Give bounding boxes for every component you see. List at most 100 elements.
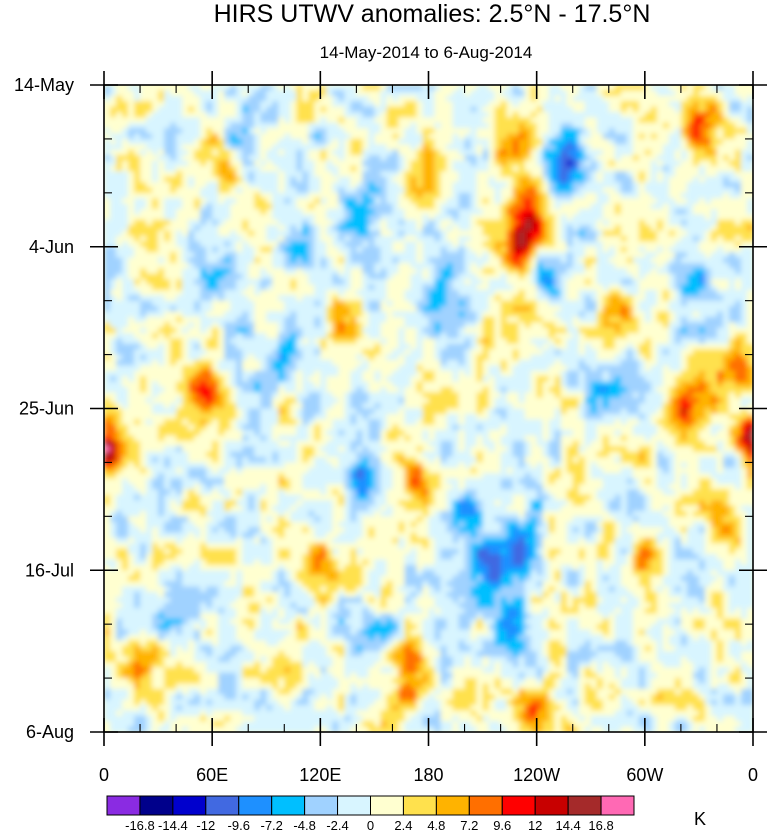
heatmap-cell (272, 128, 279, 135)
heatmap-cell (368, 300, 376, 307)
heatmap-cell (506, 230, 514, 237)
heatmap-cell (236, 138, 243, 145)
heatmap-cell (296, 138, 303, 145)
heatmap-cell (512, 133, 520, 140)
heatmap-cell (644, 311, 652, 318)
heatmap-cell (494, 165, 502, 172)
heatmap-cell (236, 198, 243, 205)
heatmap-cell (302, 306, 309, 313)
heatmap-cell (698, 111, 706, 118)
heatmap-cell (332, 133, 339, 140)
heatmap-cell (176, 311, 183, 318)
heatmap-cell (320, 187, 327, 194)
heatmap-cell (326, 101, 333, 108)
heatmap-cell (266, 187, 273, 194)
heatmap-cell (344, 219, 351, 226)
heatmap-cell (740, 122, 748, 129)
heatmap-cell (452, 128, 460, 135)
heatmap-cell (542, 176, 550, 183)
heatmap-cell (512, 214, 520, 221)
heatmap-cell (218, 257, 225, 264)
heatmap-cell (686, 225, 694, 232)
heatmap-cell (302, 279, 309, 286)
heatmap-cell (134, 111, 141, 118)
heatmap-cell (110, 252, 117, 259)
heatmap-cell (620, 111, 628, 118)
heatmap-cell (524, 187, 532, 194)
heatmap-cell (638, 300, 646, 307)
heatmap-cell (644, 295, 652, 302)
heatmap-cell (392, 149, 400, 156)
heatmap-cell (110, 295, 117, 302)
heatmap-cell (704, 106, 712, 113)
heatmap-cell (446, 230, 454, 237)
heatmap-cell (320, 214, 327, 221)
heatmap-cell (476, 95, 484, 102)
heatmap-cell (728, 85, 736, 91)
heatmap-cell (548, 235, 556, 242)
heatmap-cell (464, 95, 472, 102)
heatmap-cell (308, 327, 315, 334)
heatmap-cell (608, 316, 616, 323)
heatmap-cell (668, 311, 676, 318)
heatmap-cell (536, 252, 544, 259)
heatmap-cell (530, 149, 538, 156)
heatmap-cell (680, 209, 688, 215)
heatmap-cell (584, 273, 592, 280)
heatmap-cell (506, 257, 514, 264)
heatmap-cell (614, 101, 622, 108)
heatmap-cell (500, 289, 508, 296)
heatmap-cell (188, 160, 195, 167)
heatmap-cell (602, 155, 610, 162)
heatmap-cell (248, 316, 255, 323)
heatmap-cell (254, 90, 261, 97)
heatmap-cell (290, 122, 297, 129)
heatmap-cell (104, 311, 111, 318)
heatmap-cell (170, 85, 177, 91)
heatmap-cell (254, 225, 261, 232)
heatmap-cell (596, 149, 604, 156)
heatmap-cell (458, 241, 466, 248)
heatmap-cell (434, 203, 442, 210)
heatmap-cell (446, 257, 454, 264)
heatmap-cell (644, 90, 652, 97)
heatmap-cell (104, 252, 111, 259)
heatmap-cell (248, 257, 255, 264)
heatmap-cell (182, 209, 189, 215)
heatmap-cell (734, 225, 742, 232)
heatmap-cell (374, 176, 382, 183)
heatmap-cell (638, 268, 646, 275)
heatmap-cell (290, 230, 297, 237)
heatmap-cell (398, 187, 406, 194)
heatmap-cell (362, 225, 370, 232)
heatmap-cell (290, 225, 297, 232)
heatmap-cell (686, 219, 694, 226)
heatmap-cell (518, 106, 526, 113)
heatmap-cell (644, 246, 652, 253)
heatmap-cell (512, 311, 520, 318)
heatmap-cell (596, 246, 604, 253)
heatmap-cell (746, 111, 753, 118)
heatmap-cell (710, 149, 718, 156)
heatmap-cell (206, 273, 213, 280)
heatmap-cell (662, 327, 670, 334)
heatmap-cell (596, 155, 604, 162)
heatmap-cell (332, 198, 339, 205)
heatmap-cell (278, 219, 285, 226)
heatmap-cell (176, 155, 183, 162)
heatmap-cell (200, 111, 207, 118)
heatmap-cell (698, 214, 706, 221)
heatmap-cell (290, 306, 297, 313)
heatmap-cell (476, 322, 484, 329)
heatmap-cell (224, 284, 231, 291)
heatmap-cell (284, 149, 291, 156)
heatmap-cell (602, 219, 610, 226)
heatmap-cell (176, 241, 183, 248)
heatmap-cell (344, 85, 351, 91)
heatmap-cell (128, 171, 135, 178)
heatmap-cell (158, 176, 165, 183)
heatmap-cell (416, 171, 424, 178)
heatmap-cell (452, 273, 460, 280)
heatmap-cell (680, 133, 688, 140)
heatmap-cell (626, 85, 634, 91)
